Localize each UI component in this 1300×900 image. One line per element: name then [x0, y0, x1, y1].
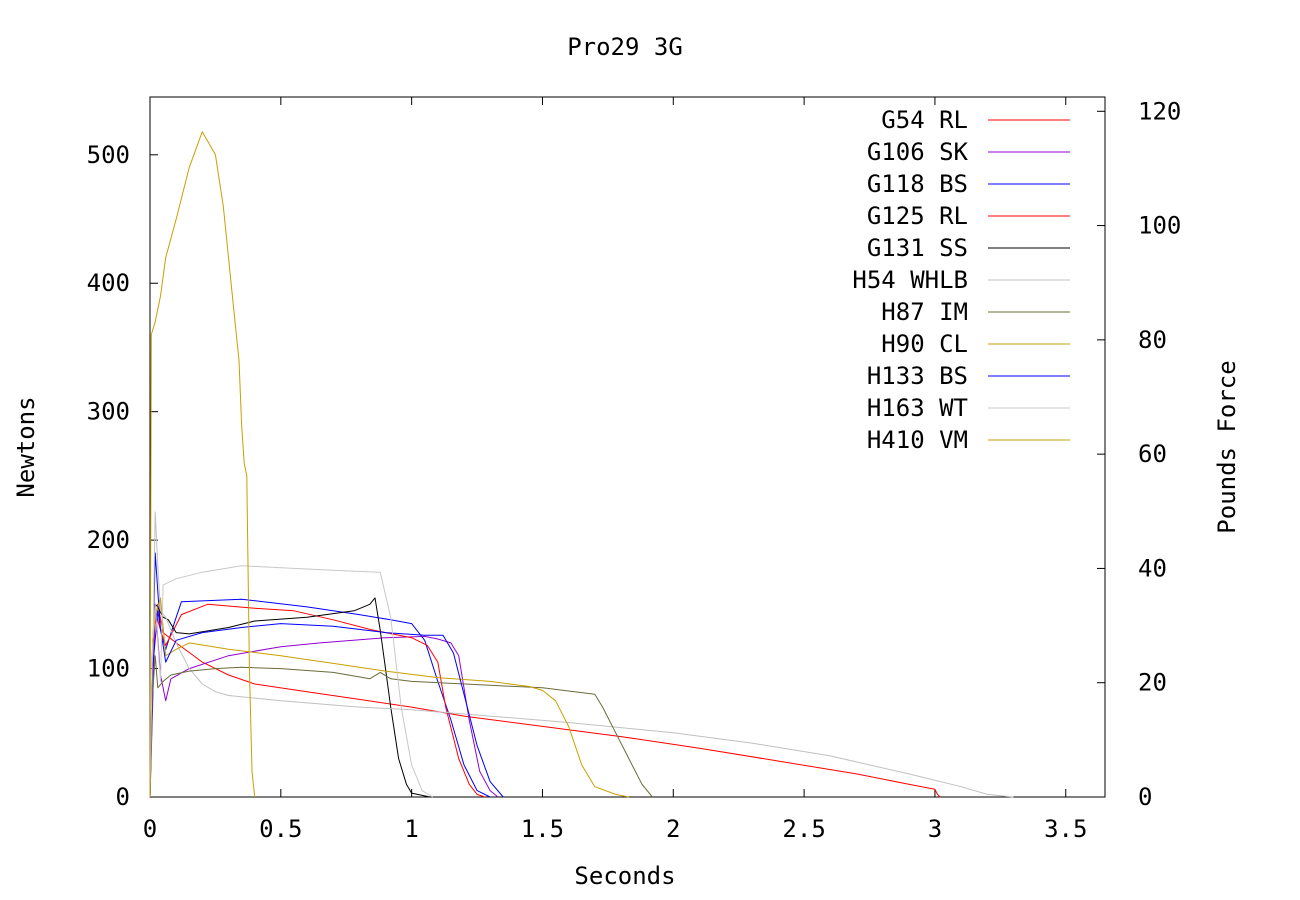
- series-line-2: [149, 552, 491, 798]
- series-line-4: [149, 597, 431, 798]
- x-tick-label: 1: [404, 815, 418, 843]
- series-line-10: [149, 131, 256, 798]
- legend-label: G125 RL: [867, 202, 968, 230]
- y-axis-ticks: 0 100 200 300 400 500: [87, 141, 158, 811]
- series-line-6: [149, 655, 653, 798]
- y2-tick-label: 40: [1138, 554, 1167, 582]
- y-axis-label: Newtons: [12, 396, 40, 497]
- chart-title: Pro29 3G: [567, 33, 683, 61]
- legend-label: H54 WHLB: [852, 266, 968, 294]
- legend-label: H87 IM: [881, 298, 968, 326]
- series-line-5: [149, 511, 1014, 798]
- legend-label: H90 CL: [881, 330, 968, 358]
- series-line-1: [149, 603, 499, 798]
- y-tick-label: 400: [87, 269, 130, 297]
- series-line-9: [149, 565, 433, 798]
- legend-label: H163 WT: [867, 394, 968, 422]
- series-lines: [149, 131, 1014, 798]
- y2-tick-label: 20: [1138, 669, 1167, 697]
- x-tick-label: 3.5: [1044, 815, 1087, 843]
- y-tick-label: 200: [87, 526, 130, 554]
- series-line-8: [149, 610, 504, 798]
- legend-label: G106 SK: [867, 138, 969, 166]
- y2-axis-label: Pounds Force: [1213, 360, 1241, 533]
- legend-label: G118 BS: [867, 170, 968, 198]
- y-tick-label: 300: [87, 398, 130, 426]
- y2-tick-label: 0: [1138, 783, 1152, 811]
- legend-label: H133 BS: [867, 362, 968, 390]
- y2-tick-label: 80: [1138, 326, 1167, 354]
- x-tick-label: 2.5: [782, 815, 825, 843]
- x-axis-label: Seconds: [574, 862, 675, 890]
- y-tick-label: 500: [87, 141, 130, 169]
- y2-tick-label: 60: [1138, 440, 1167, 468]
- x-tick-label: 0.5: [259, 815, 302, 843]
- x-tick-label: 3: [928, 815, 942, 843]
- x-axis-ticks: 0 0.5 1 1.5 2 2.5 3 3.5: [143, 97, 1087, 843]
- legend-label: H410 VM: [867, 426, 968, 454]
- legend: G54 RL G106 SK G118 BS G125 RL G131 SS H54 WH…: [852, 106, 1070, 454]
- series-line-0: [149, 603, 941, 798]
- legend-label: G54 RL: [881, 106, 968, 134]
- x-tick-label: 2: [666, 815, 680, 843]
- y2-tick-label: 120: [1138, 97, 1181, 125]
- x-tick-label: 1.5: [521, 815, 564, 843]
- y2-tick-label: 100: [1138, 212, 1181, 240]
- y-tick-label: 0: [116, 783, 130, 811]
- y2-axis-ticks: 0 20 40 60 80 100 120: [1097, 97, 1181, 811]
- y-tick-label: 100: [87, 655, 130, 683]
- legend-label: G131 SS: [867, 234, 968, 262]
- x-tick-label: 0: [143, 815, 157, 843]
